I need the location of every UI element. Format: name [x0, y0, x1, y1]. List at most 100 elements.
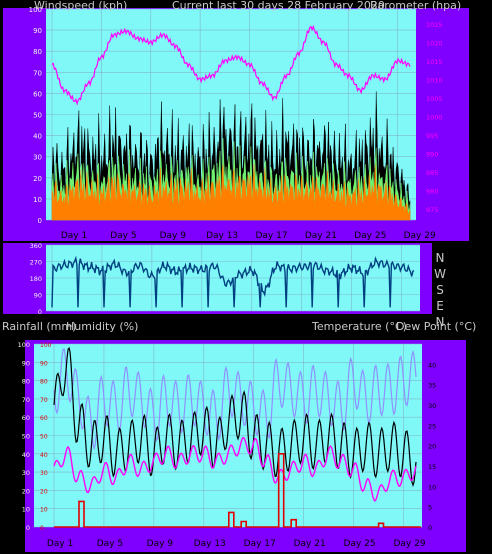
direction-ytick-label: 0 — [38, 308, 42, 316]
dewpoint-line — [53, 436, 417, 502]
humidity-ytick-label: 0 — [26, 524, 30, 532]
wind-ytick-label: 100 — [29, 6, 42, 14]
wind-series — [51, 24, 411, 221]
direction-series — [51, 255, 415, 308]
wind-ytick-label: 10 — [33, 196, 42, 204]
rainfall-ytick-label: 30 — [40, 470, 48, 477]
barometer-ytick-label: 1005 — [426, 95, 443, 103]
humidity-axis-title: Humidity (%) — [66, 320, 138, 333]
rainfall-ytick-label: 0 — [40, 525, 44, 532]
humidity-line — [53, 348, 417, 451]
wind-ytick-label: 20 — [33, 175, 42, 183]
temp-xtick-label: Day 25 — [344, 539, 376, 549]
rainfall-axis-title: Rainfall (mm) — [2, 320, 76, 333]
wind-ytick-label: 30 — [33, 154, 42, 162]
wind-ytick-label: 40 — [33, 133, 42, 141]
rainfall-ytick-label: 100 — [40, 342, 52, 349]
direction-letter-w: W — [434, 267, 446, 281]
humidity-ytick-label: 60 — [22, 414, 30, 422]
rainfall-ytick-label: 60 — [40, 415, 48, 422]
temperature-axis-title: Temperature (°C) — [311, 320, 407, 333]
barometer-ytick-label: 980 — [426, 187, 438, 195]
temperature-ytick-label: 25 — [428, 422, 436, 430]
direction-ytick-label: 270 — [30, 259, 42, 267]
temperature-ytick-label: 0 — [428, 524, 432, 532]
wind-ytick-label: 60 — [33, 90, 42, 98]
temp-xtick-label: Day 1 — [47, 539, 73, 549]
temp-xtick-label: Day 13 — [194, 539, 226, 549]
barometer-ytick-label: 975 — [426, 206, 438, 214]
rainfall-ytick-label: 20 — [40, 488, 48, 495]
direction-axis-ticks: 0 90 180 270 360 — [30, 242, 42, 316]
rainfall-ytick-label: 70 — [40, 397, 48, 404]
temp-xtick-label: Day 9 — [147, 539, 174, 549]
humidity-ytick-label: 90 — [22, 359, 30, 367]
barometer-ytick-label: 985 — [426, 169, 438, 177]
rainfall-line — [54, 453, 421, 528]
wind-axis-ticks: 0102030405060708090100975980985990995100… — [29, 6, 443, 225]
wind-xtick-label: Day 17 — [255, 231, 287, 241]
barometer-ytick-label: 995 — [426, 132, 438, 140]
temp-xtick-label: Day 17 — [244, 539, 276, 549]
barometer-ytick-label: 1015 — [426, 58, 443, 66]
direction-letter-n-top: N — [436, 251, 445, 265]
rainfall-ytick-label: 50 — [40, 434, 48, 441]
barometer-ytick-label: 1000 — [426, 113, 443, 121]
windspeed-axis-title: Windspeed (kph) — [34, 0, 127, 12]
temp-xtick-label: Day 5 — [97, 539, 123, 549]
barometer-line — [51, 24, 411, 106]
temp-series — [53, 346, 421, 528]
wind-minimum-area — [51, 164, 411, 221]
direction-letter-n-bottom: N — [436, 315, 445, 329]
direction-line — [51, 255, 415, 308]
chart-title: Current last 30 days 28 February 2020 — [172, 0, 385, 12]
direction-ytick-label: 360 — [30, 242, 42, 250]
wind-ytick-label: 70 — [33, 69, 42, 77]
humidity-ytick-label: 30 — [22, 469, 30, 477]
humidity-ytick-label: 20 — [22, 487, 30, 495]
temp-xtick-label: Day 21 — [294, 539, 326, 549]
temp-day-labels: Day 1 Day 5 Day 9 Day 13 Day 17 Day 21 Day 25 D… — [47, 539, 426, 549]
temperature-ytick-label: 35 — [428, 382, 436, 390]
barometer-axis-title: Barometer (hpa) — [370, 0, 461, 12]
temperature-ytick-label: 5 — [428, 504, 432, 512]
wind-xtick-label: Day 25 — [354, 231, 386, 241]
wind-xtick-label: Day 13 — [206, 231, 238, 241]
humidity-ytick-label: 100 — [18, 341, 30, 349]
wind-ytick-label: 0 — [38, 217, 42, 225]
wind-day-labels: Day 1 Day 5 Day 9 Day 13 Day 17 Day 21 Day 25 D… — [61, 231, 436, 241]
wind-ytick-label: 80 — [33, 48, 42, 56]
temperature-ytick-label: 40 — [428, 361, 436, 369]
temperature-ytick-label: 15 — [428, 463, 436, 471]
rainfall-ytick-label: 90 — [40, 360, 48, 367]
direction-grid — [46, 244, 420, 312]
wind-xtick-label: Day 9 — [160, 231, 187, 241]
wind-xtick-label: Day 21 — [305, 231, 337, 241]
barometer-ytick-label: 1010 — [426, 76, 443, 84]
direction-letter-e: E — [436, 299, 444, 313]
humidity-ytick-label: 80 — [22, 378, 30, 386]
temperature-ytick-label: 20 — [428, 443, 436, 451]
barometer-ytick-label: 990 — [426, 150, 438, 158]
direction-ytick-label: 180 — [30, 275, 42, 283]
humidity-ytick-label: 10 — [22, 506, 30, 514]
rainfall-ytick-label: 80 — [40, 379, 48, 386]
wind-ytick-label: 90 — [33, 27, 42, 35]
temperature-ytick-label: 10 — [428, 483, 436, 491]
wind-xtick-label: Day 1 — [61, 231, 87, 241]
direction-ytick-label: 90 — [34, 292, 42, 300]
wind-xtick-label: Day 29 — [404, 231, 436, 241]
barometer-ytick-label: 1020 — [426, 39, 443, 47]
temperature-line — [53, 346, 417, 488]
rainfall-ytick-label: 40 — [40, 452, 48, 459]
barometer-ytick-label: 1025 — [426, 21, 443, 29]
rainfall-ytick-label: 10 — [40, 507, 48, 514]
humidity-ytick-label: 50 — [22, 433, 30, 441]
temp-xtick-label: Day 29 — [393, 539, 425, 549]
wind-xtick-label: Day 5 — [110, 231, 136, 241]
direction-letter-s: S — [436, 283, 444, 297]
temperature-ytick-label: 30 — [428, 402, 436, 410]
humidity-ytick-label: 40 — [22, 451, 30, 459]
